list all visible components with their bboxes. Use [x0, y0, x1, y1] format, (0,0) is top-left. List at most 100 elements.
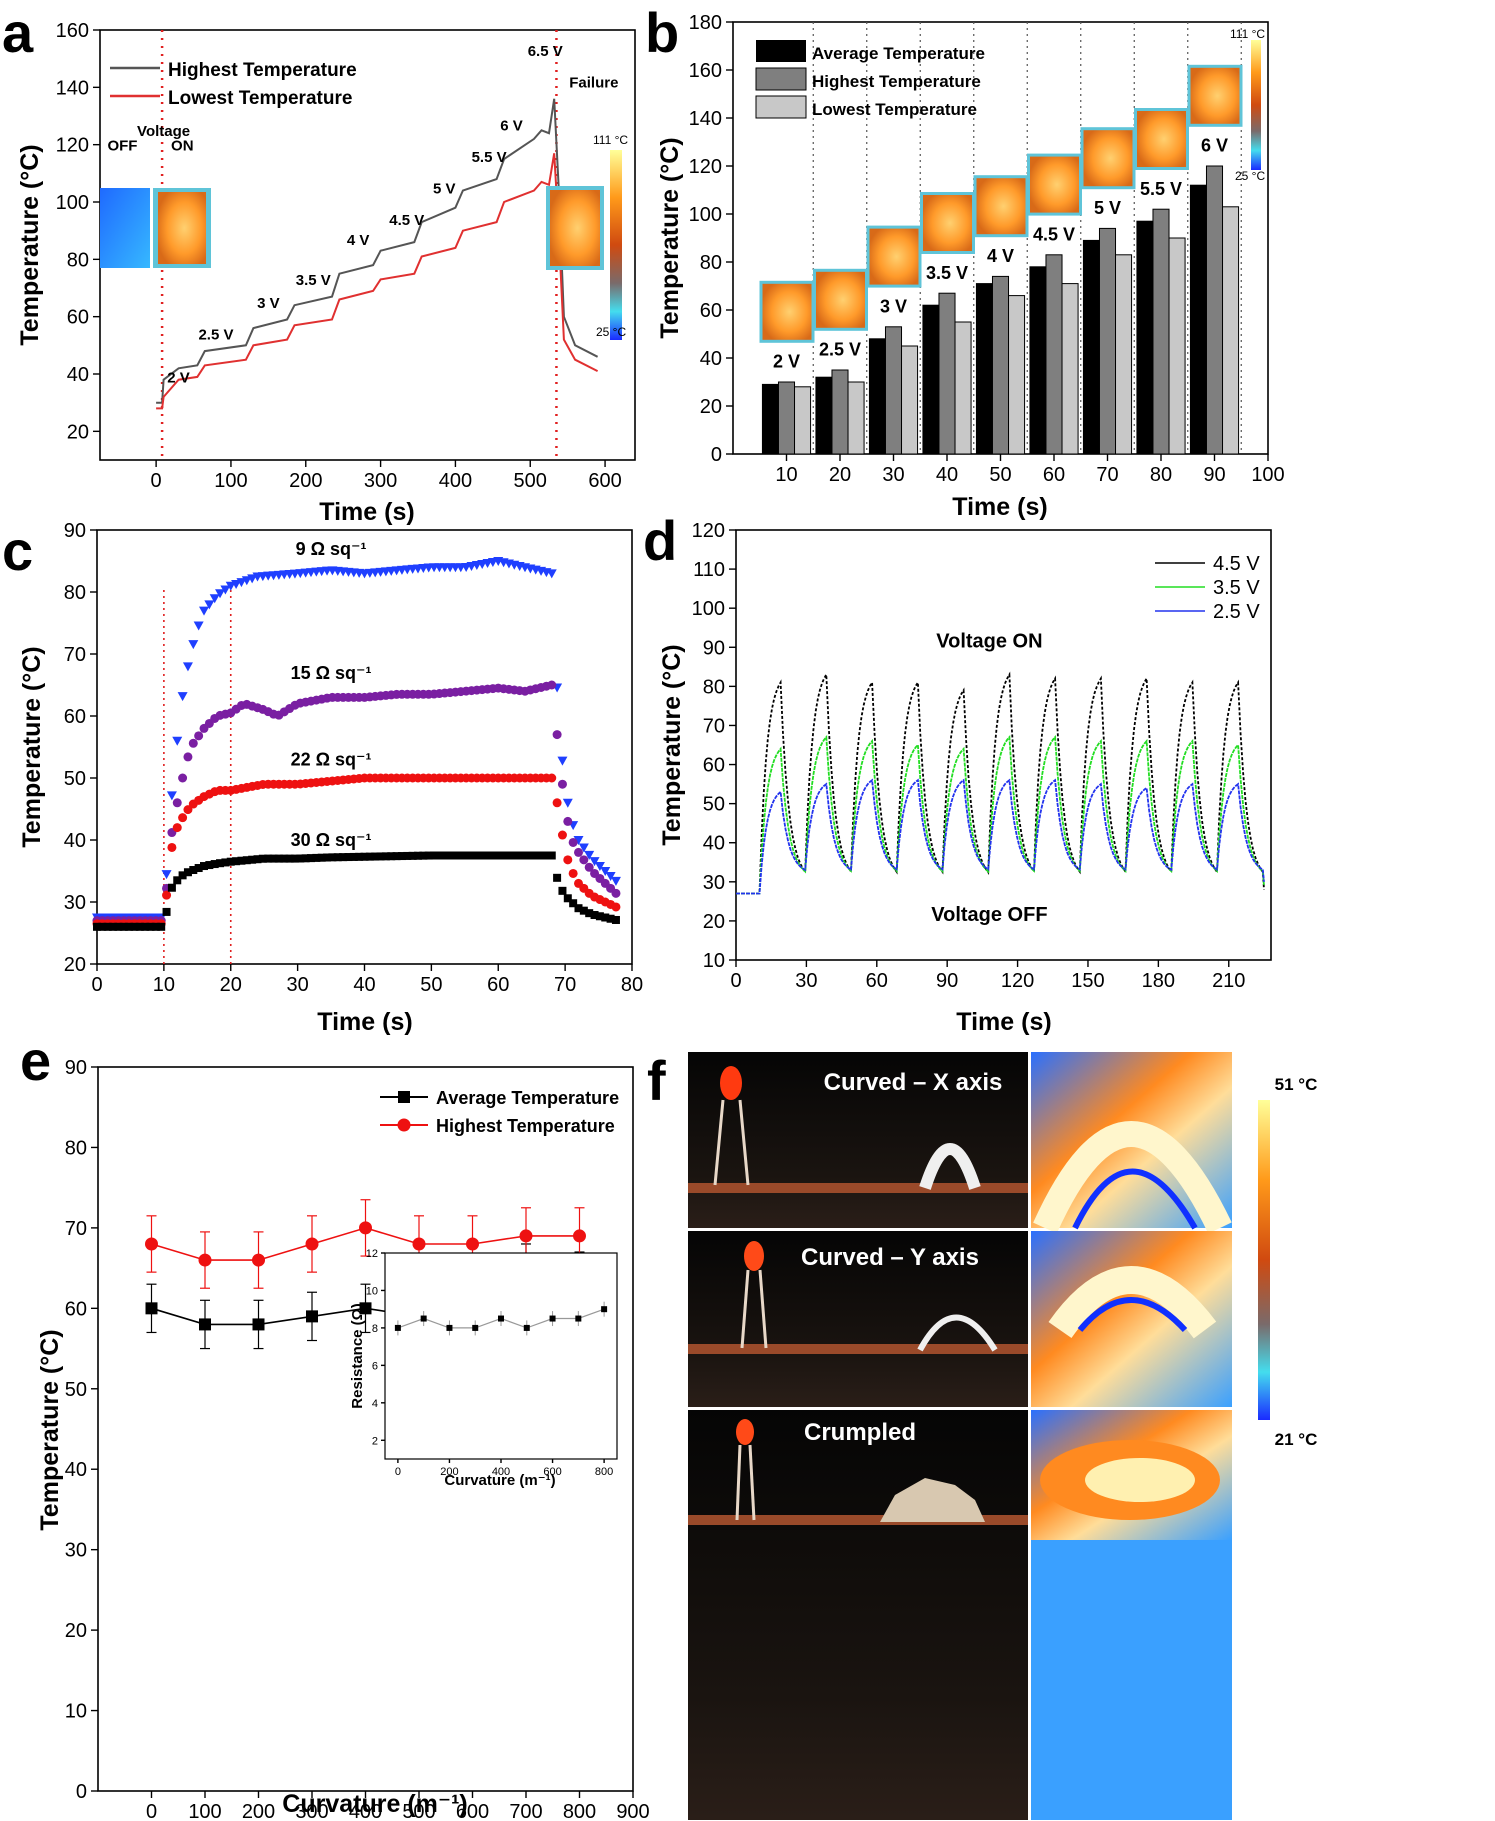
legend-label-average: Average Temperature	[812, 44, 985, 63]
inset-data-point	[498, 1315, 504, 1322]
panel-d-frame	[735, 529, 1272, 961]
data-point	[209, 594, 220, 604]
y-tick-label: 20	[703, 911, 725, 933]
data-point	[264, 854, 273, 863]
data-point	[98, 922, 107, 931]
y-tick-label: 10	[703, 950, 725, 972]
data-point	[519, 1229, 533, 1243]
data-point	[563, 894, 572, 903]
thermal-image-core	[762, 283, 812, 340]
data-point	[306, 1310, 318, 1323]
bar-average-temperature	[761, 383, 779, 455]
y-tick-label: 60	[67, 307, 89, 329]
data-point	[546, 569, 557, 579]
label-curved-y: Curved – Y axis	[801, 1244, 979, 1271]
inset-x-tick-label: 200	[440, 1466, 458, 1478]
x-tick-label: 50	[420, 974, 442, 996]
inset-x-tick-label: 400	[492, 1466, 510, 1478]
voltage-label: 5 V	[1094, 198, 1121, 218]
panel-b-legend: Average Temperature Highest Temperature …	[755, 40, 985, 119]
data-point	[119, 922, 128, 931]
x-tick-label: 500	[402, 1801, 435, 1821]
data-point	[173, 876, 182, 885]
x-tick-label: 30	[795, 970, 817, 992]
legend-label-highest: Highest Temperature	[168, 60, 357, 81]
data-point	[563, 816, 573, 826]
y-tick-label: 20	[700, 396, 722, 418]
data-point	[328, 853, 337, 862]
data-point	[151, 922, 160, 931]
data-point	[504, 851, 513, 860]
x-tick-label: 600	[588, 470, 621, 492]
panel-c-frame	[96, 529, 633, 965]
data-point	[339, 853, 348, 862]
thermal-image-failure	[550, 190, 600, 266]
series-line-lowest	[156, 153, 599, 410]
x-tick-label: 50	[989, 464, 1011, 486]
data-point	[146, 922, 155, 931]
bar-average-temperature	[1029, 266, 1047, 455]
data-point	[360, 852, 369, 861]
panel-e-axes: 0 100 200 300 400 500 600 700 800 900010203040506…	[65, 1057, 650, 1821]
panel-c-axes: 0 10 20 30 40 50 60 70 80 20 30 40 50 60 70 80 90	[64, 520, 643, 996]
data-point	[611, 915, 620, 924]
y-tick-label: 50	[703, 794, 725, 816]
y-tick-label: 80	[64, 582, 86, 604]
x-tick-label: 300	[295, 1801, 328, 1821]
data-point	[242, 856, 251, 865]
led-leg	[738, 1099, 750, 1186]
data-point	[236, 578, 247, 588]
annotation-label: 5.5 V	[472, 149, 507, 166]
inset-data-point	[420, 1315, 427, 1322]
data-point	[248, 855, 257, 864]
data-point	[205, 861, 214, 870]
y-tick-label: 60	[700, 300, 722, 322]
data-point	[430, 851, 439, 860]
panel-b-thermal-images	[759, 64, 1243, 343]
data-point	[472, 851, 481, 860]
data-point	[462, 851, 471, 860]
thermal-curved-y-inner	[1077, 1297, 1188, 1333]
legend-swatch-lowest	[755, 95, 807, 119]
bar-highest-temperature	[938, 292, 956, 455]
led-leg	[758, 1269, 768, 1349]
inset-x-tick-label: 800	[595, 1466, 613, 1478]
led-leg	[735, 1444, 742, 1521]
panel-a-colorbar-min: 25 °C	[596, 325, 626, 339]
data-point	[590, 911, 599, 920]
data-point	[392, 852, 401, 861]
x-tick-label: 30	[882, 464, 904, 486]
data-point	[478, 851, 487, 860]
annotation-label: 6.5 V	[528, 43, 563, 60]
inset-data-point	[575, 1315, 582, 1322]
x-tick-label: 700	[509, 1801, 542, 1821]
data-point	[568, 868, 578, 878]
panel-f-colorbar-min: 21 °C	[1275, 1430, 1318, 1449]
annotation-label: 4 V	[347, 232, 370, 249]
data-point	[365, 852, 374, 861]
panel-e-inset-frame	[384, 1252, 618, 1460]
data-point	[499, 851, 508, 860]
y-tick-label: 30	[703, 872, 725, 894]
y-tick-label: 60	[64, 706, 86, 728]
panel-c-ylabel: Temperature (°C)	[18, 646, 46, 847]
inset-data-point	[601, 1306, 608, 1313]
led-leg	[740, 1269, 750, 1349]
thermal-image-off	[100, 188, 150, 268]
data-point	[252, 1253, 265, 1267]
x-tick-label: 60	[1043, 464, 1065, 486]
data-point	[114, 922, 123, 931]
x-tick-label: 100	[214, 470, 247, 492]
data-point	[178, 773, 188, 783]
y-tick-label: 30	[65, 1540, 87, 1562]
y-tick-label: 100	[692, 598, 725, 620]
panel-b-colorbar-min: 25 °C	[1235, 169, 1265, 183]
x-tick-label: 70	[554, 974, 576, 996]
data-point	[408, 851, 417, 860]
data-point	[247, 574, 258, 584]
y-tick-label: 90	[65, 1057, 87, 1079]
bar-highest-temperature	[1045, 254, 1063, 455]
annotation-label: 2.5 V	[198, 327, 233, 344]
x-tick-label: 0	[151, 470, 162, 492]
data-point	[183, 805, 193, 815]
